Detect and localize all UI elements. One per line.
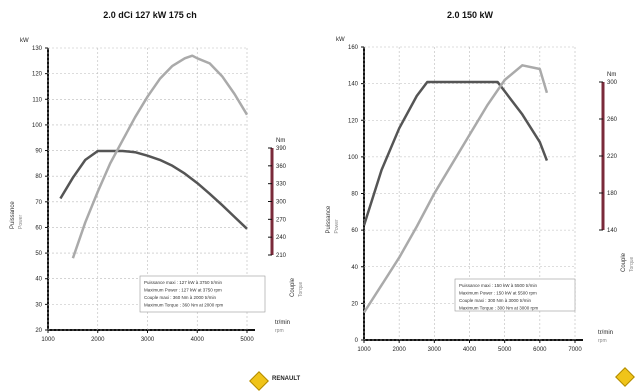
x-tick-label: 2000	[392, 347, 406, 353]
right-tick-label: 240	[276, 235, 287, 241]
right-tick-label: 330	[276, 182, 287, 188]
left-axis-unit: kW	[20, 38, 29, 44]
legend-line: Puissance maxi : 127 kW à 3750 tr/min	[144, 280, 223, 285]
left-tick-label: 110	[32, 97, 42, 103]
left-tick-label: 120	[348, 118, 359, 124]
x-tick-label: 6000	[533, 347, 547, 353]
legend-box	[454, 278, 576, 312]
right-tick-label: 300	[276, 200, 287, 206]
left-tick-label: 40	[351, 265, 358, 271]
left-tick-label: 80	[35, 174, 42, 180]
right-tick-label: 180	[607, 191, 618, 197]
right-tick-label: 390	[276, 146, 287, 152]
right-axis-label-sub: Torque	[298, 281, 304, 297]
torque-curve	[59, 149, 248, 230]
x-axis-unit: tr/min	[275, 320, 290, 326]
legend-line: Puissance maxi : 150 kW à 5500 tr/min	[459, 283, 538, 288]
right-axis-label: Couple	[290, 277, 296, 297]
x-tick-label: 7000	[568, 347, 582, 353]
left-tick-label: 130	[32, 46, 43, 52]
left-tick-label: 80	[351, 192, 358, 198]
legend-line: Couple maxi : 300 Nm à 3000 tr/min	[459, 298, 532, 303]
torque-curve	[362, 80, 549, 226]
left-tick-label: 160	[348, 45, 359, 51]
left-axis-label: Puissance	[326, 205, 332, 233]
legend-line: Couple maxi : 360 Nm à 2000 tr/min	[144, 295, 217, 300]
right-tick-label: 300	[607, 80, 618, 86]
power-curve	[362, 64, 549, 314]
x-tick-label: 2000	[91, 337, 105, 343]
x-tick-label: 4000	[463, 347, 477, 353]
left-tick-label: 20	[351, 301, 358, 307]
left-tick-label: 90	[35, 149, 42, 155]
power-curve	[71, 54, 249, 259]
left-tick-label: 20	[35, 328, 42, 334]
x-tick-label: 4000	[191, 337, 205, 343]
right-tick-label: 220	[607, 154, 618, 160]
chart-title: 2.0 150 kW	[447, 10, 494, 20]
right-axis-unit: Nm	[607, 72, 616, 78]
right-tick-label: 140	[607, 228, 618, 234]
right-tick-label: 270	[276, 217, 287, 223]
legend-line: Maximum Power : 150 kW at 5500 rpm	[459, 291, 537, 296]
right-tick-label: 260	[607, 117, 618, 123]
left-axis-label-sub: Power	[334, 219, 340, 234]
right-tick-label: 360	[276, 164, 287, 170]
left-axis-label: Puissance	[10, 201, 16, 229]
x-tick-label: 1000	[357, 347, 371, 353]
left-tick-label: 60	[351, 228, 358, 234]
x-axis-unit-sub: rpm	[598, 338, 607, 344]
left-axis-label-sub: Power	[18, 214, 24, 229]
x-tick-label: 5000	[240, 337, 254, 343]
left-tick-label: 50	[35, 251, 42, 257]
legend-line: Maximum Power : 127 kW at 3750 rpm	[144, 288, 222, 293]
left-tick-label: 60	[35, 225, 42, 231]
right-axis-label: Couple	[621, 252, 627, 272]
x-tick-label: 3000	[141, 337, 155, 343]
x-tick-label: 3000	[428, 347, 442, 353]
brand-text: RENAULT	[272, 376, 301, 382]
right-axis-label-sub: Torque	[629, 256, 635, 272]
left-tick-label: 30	[35, 302, 42, 308]
left-axis-unit: kW	[336, 37, 345, 43]
right-tick-label: 210	[276, 253, 287, 259]
right-axis-unit: Nm	[276, 138, 285, 144]
legend-line: Maximum Torque : 360 Nm at 2000 rpm	[144, 303, 223, 308]
left-tick-label: 140	[348, 82, 359, 88]
left-tick-label: 70	[35, 200, 42, 206]
chart-title: 2.0 dCi 127 kW 175 ch	[103, 10, 197, 20]
legend-line: Maximum Torque : 300 Nm at 3000 rpm	[459, 306, 538, 311]
x-tick-label: 1000	[41, 337, 55, 343]
legend-box	[139, 275, 266, 313]
left-tick-label: 100	[32, 123, 43, 129]
left-tick-label: 0	[355, 338, 359, 344]
left-tick-label: 120	[32, 72, 43, 78]
x-tick-label: 5000	[498, 347, 512, 353]
x-axis-unit: tr/min	[598, 330, 613, 336]
left-tick-label: 40	[35, 277, 42, 283]
left-tick-label: 100	[348, 155, 359, 161]
x-axis-unit-sub: rpm	[275, 328, 284, 334]
